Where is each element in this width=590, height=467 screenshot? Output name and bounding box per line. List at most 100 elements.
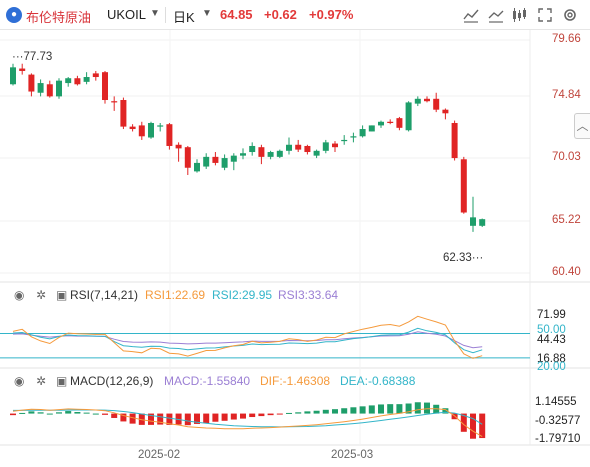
- rsi2-value: RSI2:29.95: [212, 288, 273, 302]
- macd-value: MACD:-1.55840: [164, 374, 251, 388]
- gear-icon[interactable]: ✲: [36, 288, 47, 302]
- checkbox-icon[interactable]: ▣: [56, 374, 68, 388]
- macd-bar: [28, 411, 35, 414]
- macd-bar: [129, 413, 136, 424]
- chart-toolbar: ● 布伦特原油 UKOIL ▼ 日K ▼ 64.85 +0.62 +0.97%: [0, 0, 590, 30]
- oil-drop-icon: ●: [6, 7, 22, 23]
- rsi-name: RSI(7,14,21): [70, 288, 139, 302]
- macd-bar: [258, 413, 265, 417]
- candle-body: [267, 152, 274, 157]
- annotation-leader: ···: [12, 51, 24, 63]
- dif-line: [12, 408, 483, 438]
- macd-bar: [111, 413, 118, 418]
- macd-bar: [414, 402, 421, 414]
- macd-bar: [37, 412, 44, 414]
- macd-axis-label: -0.32577: [535, 415, 581, 427]
- divider: [165, 7, 166, 23]
- candle-body: [240, 153, 246, 156]
- candle-body: [451, 122, 458, 159]
- macd-bar: [479, 413, 486, 439]
- candle-body: [322, 142, 329, 151]
- gear-icon[interactable]: ✲: [36, 374, 47, 388]
- chevron-down-icon[interactable]: ▼: [202, 8, 212, 19]
- candle-body: [111, 101, 118, 103]
- rsi-legend: ◉ ✲ ▣ RSI(7,14,21) RSI1:22.69 RSI2:29.95…: [0, 288, 400, 304]
- indicator-icon[interactable]: [462, 6, 480, 24]
- candle-body: [405, 102, 412, 131]
- macd-bar: [396, 404, 403, 414]
- compare-icon[interactable]: [487, 6, 505, 24]
- candle-body: [378, 121, 384, 126]
- price-change: +0.62: [264, 7, 297, 22]
- macd-bar: [194, 413, 200, 424]
- macd-bar: [157, 413, 164, 425]
- candle-body: [148, 122, 154, 138]
- macd-bar: [240, 413, 246, 419]
- candle-body: [138, 125, 145, 137]
- rsi-axis-label: 50.00: [537, 324, 566, 336]
- macd-bar: [249, 413, 256, 418]
- macd-bar: [295, 412, 302, 414]
- macd-bar: [276, 413, 283, 415]
- chevron-up-icon[interactable]: ︿: [574, 113, 590, 139]
- candle-body: [332, 143, 338, 148]
- candle-body: [166, 124, 173, 146]
- candle-body: [304, 145, 311, 153]
- chevron-down-icon[interactable]: ▼: [150, 8, 160, 19]
- price-change-pct: +0.97%: [309, 7, 354, 22]
- macd-bar: [322, 409, 329, 414]
- period-select[interactable]: 日K: [173, 10, 195, 25]
- candle-body: [157, 125, 164, 127]
- candle-body: [359, 129, 366, 137]
- high-price-annotation: ···77.73: [12, 51, 52, 63]
- fullscreen-icon[interactable]: [536, 6, 554, 24]
- candle-body: [424, 98, 430, 102]
- macd-bar: [212, 413, 219, 422]
- macd-bar: [92, 413, 99, 415]
- macd-bar: [230, 413, 237, 420]
- price-axis-label: 79.66: [552, 33, 581, 45]
- rsi2-line: [12, 327, 483, 354]
- symbol-code[interactable]: UKOIL: [107, 7, 147, 22]
- candle-body: [313, 150, 320, 156]
- price-axis-label: 65.22: [552, 214, 581, 226]
- checkbox-icon[interactable]: ▣: [56, 288, 68, 302]
- dea-value: DEA:-0.68388: [340, 374, 416, 388]
- candle-body: [37, 83, 44, 93]
- candle-style-icon[interactable]: [510, 6, 528, 24]
- date-axis-label: 2025-02: [138, 449, 181, 461]
- settings-icon[interactable]: [561, 6, 579, 24]
- macd-bar: [46, 413, 53, 415]
- candle-body: [295, 144, 302, 150]
- macd-bar: [221, 413, 228, 421]
- candle-body: [442, 109, 449, 114]
- candle-body: [249, 145, 256, 153]
- candle-body: [203, 156, 210, 167]
- candle-body: [102, 72, 108, 101]
- macd-bar: [120, 413, 127, 422]
- macd-bar: [341, 408, 348, 414]
- last-price: 64.85: [220, 7, 253, 22]
- symbol-name[interactable]: 布伦特原油: [26, 10, 92, 25]
- high-price-value: 77.73: [23, 51, 53, 63]
- candle-body: [56, 80, 62, 97]
- candle-body: [368, 125, 375, 132]
- rsi-axis-label: 44.43: [537, 334, 566, 346]
- low-price-annotation: 62.33···: [443, 252, 483, 264]
- candle-body: [129, 126, 136, 130]
- candle-body: [46, 84, 53, 97]
- candle-body: [286, 144, 292, 151]
- macd-bar: [332, 409, 338, 414]
- macd-bar: [83, 412, 90, 414]
- candle-body: [350, 136, 357, 138]
- macd-bar: [424, 402, 430, 414]
- macd-bar: [350, 407, 357, 414]
- candle-body: [92, 73, 99, 78]
- eye-icon[interactable]: ◉: [14, 288, 25, 302]
- eye-icon[interactable]: ◉: [14, 374, 25, 388]
- macd-bar: [166, 413, 173, 425]
- dea-line: [13, 409, 483, 428]
- candle-body: [433, 98, 440, 110]
- macd-bar: [65, 411, 72, 414]
